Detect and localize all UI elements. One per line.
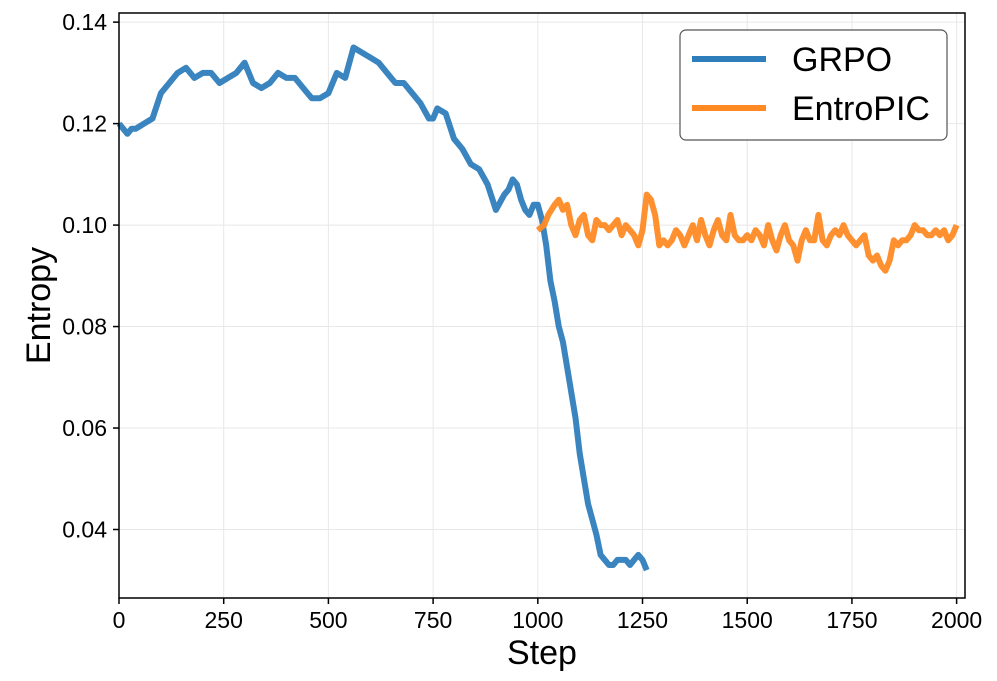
y-tick-label: 0.12 (62, 111, 107, 137)
legend-label-grpo: GRPO (792, 41, 892, 79)
y-tick-label: 0.04 (62, 517, 107, 543)
x-tick-label: 500 (309, 607, 347, 633)
plot-area-frame (118, 12, 966, 599)
x-tick-label: 250 (205, 607, 243, 633)
y-tick-label: 0.08 (62, 314, 107, 340)
legend-label-entropic: EntroPIC (792, 90, 930, 128)
x-tick-label: 2000 (931, 607, 982, 633)
y-tick-label: 0.10 (62, 212, 107, 238)
y-tick-label: 0.06 (62, 415, 107, 441)
tick-layer: 0 250 500 750 1000 1250 1500 1750 2000 0.04 0.06 0.… (62, 9, 982, 633)
y-axis-title: Entropy (20, 247, 58, 364)
y-tick-label: 0.14 (62, 9, 107, 35)
series-layer (116, 44, 960, 572)
x-tick-label: 750 (414, 607, 452, 633)
x-tick-label: 1000 (512, 607, 563, 633)
x-tick-label: 0 (113, 607, 126, 633)
series-line-grpo (116, 44, 650, 572)
x-tick-label: 1750 (826, 607, 877, 633)
x-tick-label: 1500 (722, 607, 773, 633)
series-line-entropic (535, 191, 960, 274)
x-axis-title: Step (507, 634, 577, 672)
legend: GRPO EntroPIC (679, 29, 948, 141)
x-tick-label: 1250 (617, 607, 668, 633)
